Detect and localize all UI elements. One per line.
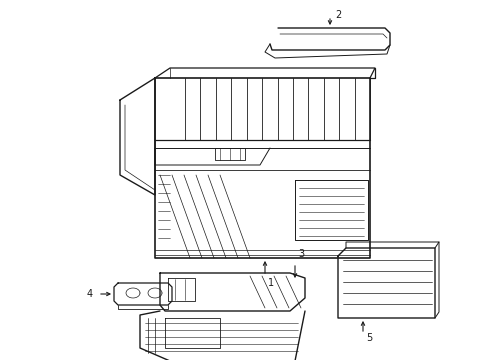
Text: 4: 4: [87, 289, 93, 299]
Text: 1: 1: [268, 278, 274, 288]
Text: 5: 5: [366, 333, 372, 343]
Text: 2: 2: [335, 10, 341, 20]
Text: 3: 3: [298, 249, 304, 259]
